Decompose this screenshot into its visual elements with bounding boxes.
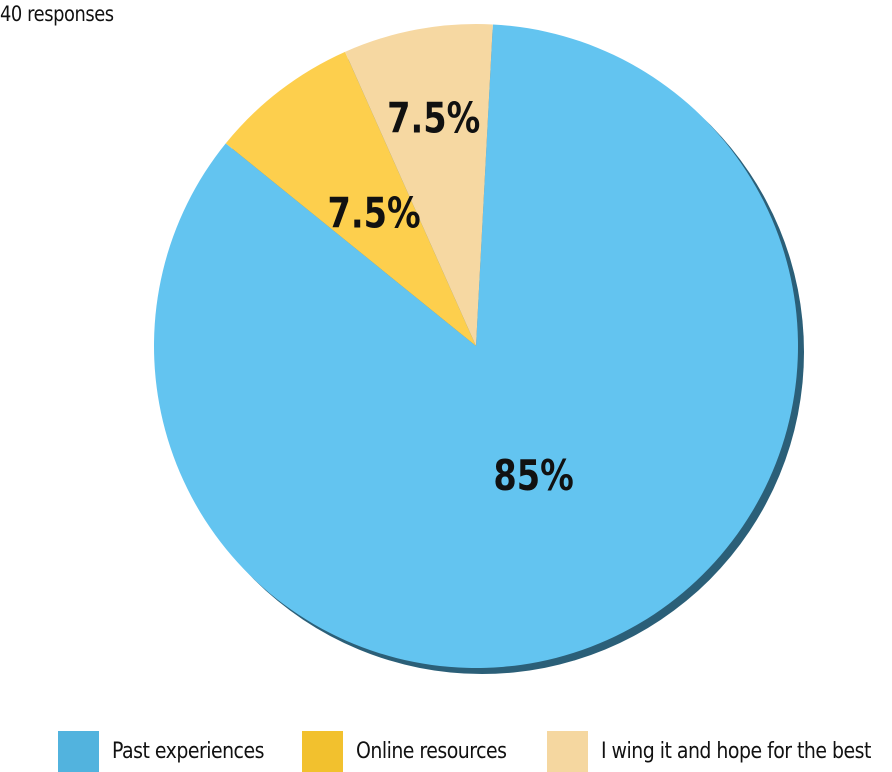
- legend: Past experiences Online resources I wing…: [0, 730, 892, 772]
- label-wing-it: 7.5%: [387, 94, 480, 143]
- label-online-resources: 7.5%: [327, 189, 420, 238]
- slice-wing-it: [345, 24, 493, 347]
- legend-swatch: [58, 730, 99, 772]
- legend-swatch: [547, 730, 588, 772]
- label-past-experiences: 85%: [493, 451, 573, 500]
- legend-label: Online resources: [356, 738, 507, 764]
- legend-item-online-resources: Online resources: [302, 730, 531, 772]
- legend-item-wing-it: I wing it and hope for the best: [547, 730, 892, 772]
- pie-chart: 85% 7.5% 7.5%: [154, 24, 804, 674]
- legend-item-past-experiences: Past experiences: [58, 730, 289, 772]
- pie-labels: 85% 7.5% 7.5%: [327, 94, 573, 500]
- legend-label: I wing it and hope for the best: [601, 738, 871, 764]
- slice-past-experiences: [154, 24, 798, 669]
- pie-slices: [154, 24, 798, 669]
- slice-online-resources: [225, 51, 476, 346]
- legend-label: Past experiences: [112, 738, 264, 764]
- legend-swatch: [302, 730, 343, 772]
- responses-count: 40 responses: [0, 2, 114, 26]
